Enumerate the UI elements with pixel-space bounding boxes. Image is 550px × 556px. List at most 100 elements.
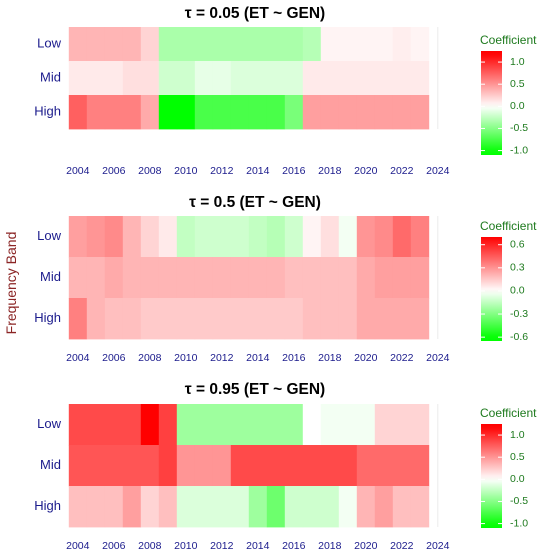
x-tick-label: 2014	[246, 352, 270, 364]
x-tick-label: 2004	[66, 352, 90, 364]
heatmap-cell	[230, 298, 250, 340]
legend-tick-label: -0.5	[510, 495, 528, 507]
x-tick-label: 2024	[426, 352, 450, 364]
heatmap-cell	[230, 95, 250, 130]
heatmap-cell	[176, 257, 196, 299]
x-tick-label: 2016	[282, 352, 306, 364]
heatmap-cell	[68, 486, 88, 528]
heatmap-cell	[248, 95, 268, 130]
heatmap-cell	[374, 61, 394, 96]
heatmap-cell	[176, 95, 196, 130]
heatmap-cell	[248, 445, 268, 487]
heatmap-cell	[140, 445, 160, 487]
heatmap-cell	[104, 95, 124, 130]
heatmap-cell	[356, 61, 376, 96]
heatmap-cell	[140, 298, 160, 340]
heatmap-cell	[86, 445, 106, 487]
heatmap-cell	[104, 61, 124, 96]
heatmap-cell	[356, 445, 376, 487]
heatmap-cell	[338, 298, 358, 340]
heatmap-cell	[158, 257, 178, 299]
x-tick-label: 2020	[354, 352, 378, 364]
heatmap-cell	[284, 216, 304, 258]
x-tick-label: 2022	[390, 165, 414, 177]
heatmap-cell	[356, 404, 376, 446]
heatmap-cell	[158, 61, 178, 96]
legend-tick-label: 0.5	[510, 78, 525, 90]
heatmap-cell	[68, 298, 88, 340]
row-label: Low	[37, 228, 61, 243]
heatmap-cell	[86, 95, 106, 130]
heatmap-cell	[158, 445, 178, 487]
heatmap-cell	[158, 486, 178, 528]
heatmap-cell	[104, 486, 124, 528]
legend-title: Coefficient	[480, 33, 537, 47]
heatmap-cell	[410, 404, 430, 446]
heatmap-cell	[194, 216, 214, 258]
heatmap-cell	[320, 61, 340, 96]
heatmap-cell	[320, 95, 340, 130]
heatmap-cell	[176, 445, 196, 487]
heatmap-cell	[302, 61, 322, 96]
heatmap-cell	[212, 257, 232, 299]
x-tick-label: 2018	[318, 352, 342, 364]
x-tick-label: 2004	[66, 165, 90, 177]
heatmap-cell	[356, 486, 376, 528]
x-tick-label: 2016	[282, 540, 306, 551]
heatmap-cell	[356, 95, 376, 130]
heatmap-cell	[122, 61, 142, 96]
heatmap-cell	[68, 445, 88, 487]
heatmap-cell	[248, 27, 268, 62]
heatmap-cell	[122, 216, 142, 258]
heatmap-cell	[284, 27, 304, 62]
x-tick-label: 2006	[102, 352, 126, 364]
heatmap-cell	[212, 404, 232, 446]
legend-tick-label: -0.5	[510, 122, 528, 134]
heatmap-cell	[86, 27, 106, 62]
heatmap-cell	[248, 61, 268, 96]
heatmap-cell	[122, 445, 142, 487]
heatmap-cell	[392, 404, 412, 446]
heatmap-cell	[320, 257, 340, 299]
x-tick-label: 2014	[246, 165, 270, 177]
heatmap-cell	[86, 486, 106, 528]
x-tick-label: 2010	[174, 165, 198, 177]
x-tick-label: 2004	[66, 540, 90, 551]
heatmap-cell	[374, 257, 394, 299]
heatmap-cell	[212, 298, 232, 340]
legend-tick-label: 0.0	[510, 473, 525, 485]
row-label: High	[34, 103, 61, 118]
heatmap-cell	[122, 404, 142, 446]
heatmap-cell	[284, 95, 304, 130]
heatmap-cell	[176, 216, 196, 258]
legend-tick-label: -0.3	[510, 308, 528, 320]
legend-title: Coefficient	[480, 406, 537, 420]
legend-colorbar	[481, 424, 502, 528]
heatmap-cell	[266, 445, 286, 487]
heatmap-cell	[320, 216, 340, 258]
heatmap-cell	[104, 27, 124, 62]
heatmap-cell	[104, 404, 124, 446]
heatmap-cell	[122, 95, 142, 130]
heatmap-cell	[338, 445, 358, 487]
heatmap-cell	[410, 216, 430, 258]
heatmap-cell	[248, 404, 268, 446]
heatmap-cell	[194, 257, 214, 299]
row-label: High	[34, 310, 61, 325]
heatmap-cell	[194, 95, 214, 130]
heatmap-cell	[410, 298, 430, 340]
x-tick-label: 2024	[426, 540, 450, 551]
chart-title: τ = 0.5 (ET ~ GEN)	[189, 194, 321, 211]
heatmap-cell	[230, 27, 250, 62]
heatmap-cell	[356, 298, 376, 340]
heatmap-cell	[68, 216, 88, 258]
heatmap-cell	[122, 298, 142, 340]
heatmap-cell	[302, 486, 322, 528]
heatmap-cell	[356, 257, 376, 299]
heatmap-cell	[248, 216, 268, 258]
legend-tick-label: 1.0	[510, 56, 525, 68]
row-label: Low	[37, 416, 61, 431]
x-tick-label: 2020	[354, 165, 378, 177]
heatmap-cell	[68, 257, 88, 299]
